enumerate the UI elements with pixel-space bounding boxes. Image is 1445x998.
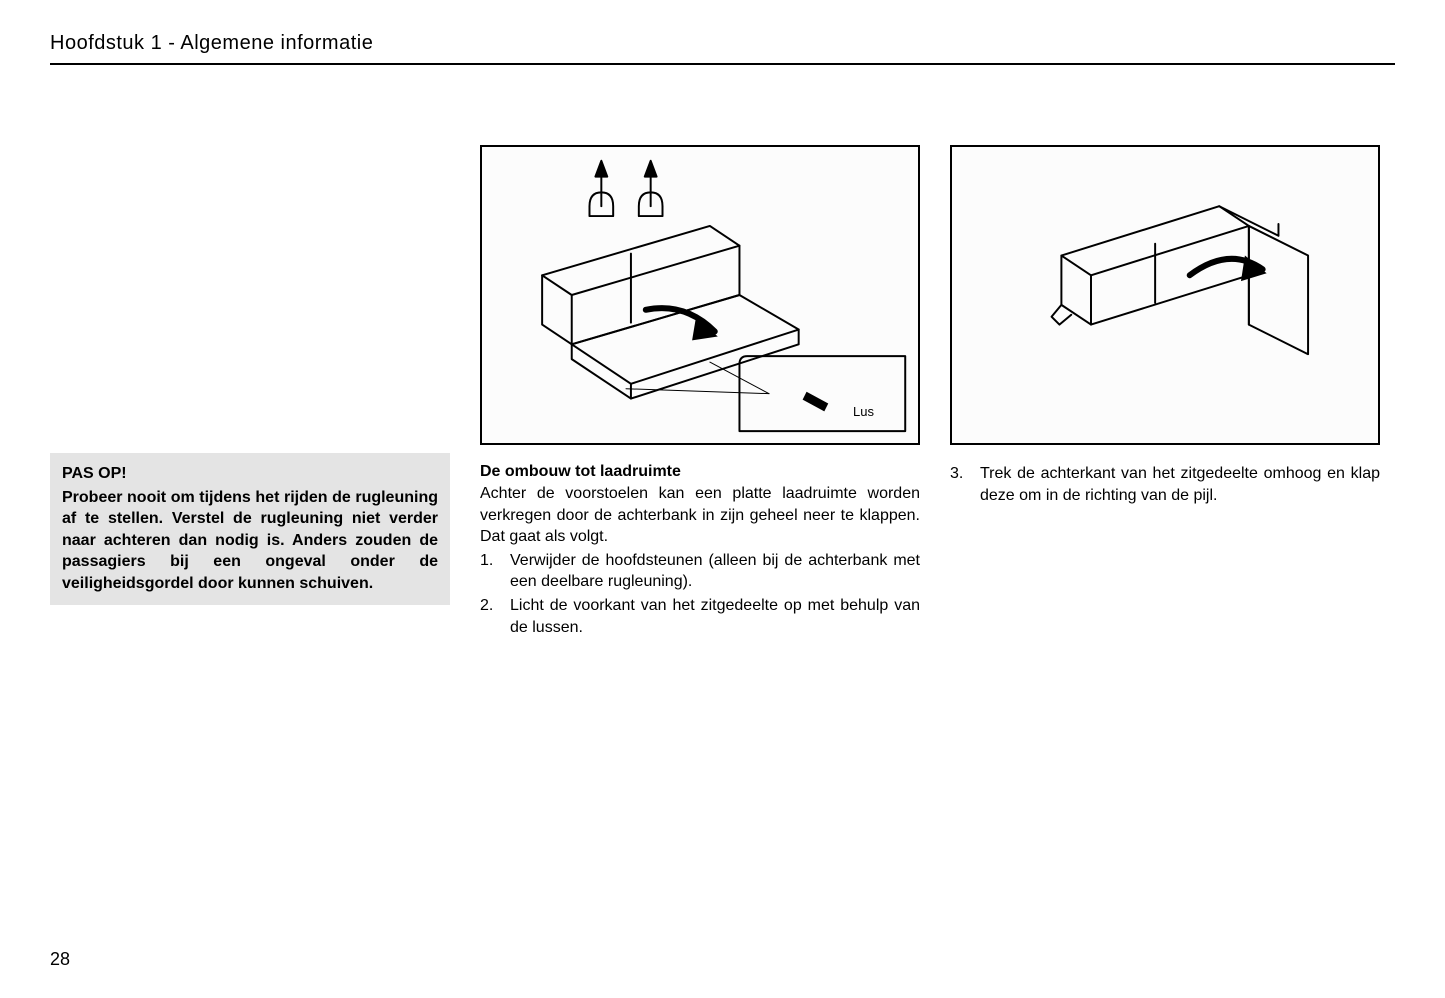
page-number: 28: [50, 949, 70, 970]
figure-1-label: Lus: [853, 404, 874, 419]
column-3: 3. Trek de achterkant van het zitgedeelt…: [950, 145, 1380, 508]
step-3: 3. Trek de achterkant van het zitgedeelt…: [950, 463, 1380, 506]
content-columns: PAS OP! Probeer nooit om tijdens het rij…: [50, 145, 1395, 640]
seat-diagram-1: [482, 147, 918, 443]
step-2-num: 2.: [480, 595, 510, 638]
figure-1: Lus: [480, 145, 920, 445]
column-2: Lus De ombouw tot laadruimte Achter de v…: [480, 145, 920, 640]
warning-title: PAS OP!: [62, 463, 438, 485]
column-1: PAS OP! Probeer nooit om tijdens het rij…: [50, 145, 450, 605]
warning-text: Probeer nooit om tijdens het rijden de r…: [62, 487, 438, 595]
page-header: Hoofdstuk 1 - Algemene informatie: [50, 32, 1395, 65]
step-3-num: 3.: [950, 463, 980, 506]
step-2-text: Licht de voorkant van het zitgedeelte op…: [510, 595, 920, 638]
step-1-num: 1.: [480, 550, 510, 593]
steps-list-b: 3. Trek de achterkant van het zitgedeelt…: [950, 463, 1380, 506]
seat-diagram-2: [952, 147, 1378, 443]
steps-list-a: 1. Verwijder de hoofdsteunen (alleen bij…: [480, 550, 920, 638]
step-3-text: Trek de achterkant van het zitgedeelte o…: [980, 463, 1380, 506]
section-title: De ombouw tot laadruimte: [480, 463, 920, 481]
warning-box: PAS OP! Probeer nooit om tijdens het rij…: [50, 453, 450, 605]
section-intro: Achter de voorstoelen kan een platte laa…: [480, 483, 920, 548]
step-1-text: Verwijder de hoofdsteunen (alleen bij de…: [510, 550, 920, 593]
figure-2: [950, 145, 1380, 445]
step-2: 2. Licht de voorkant van het zitgedeelte…: [480, 595, 920, 638]
step-1: 1. Verwijder de hoofdsteunen (alleen bij…: [480, 550, 920, 593]
